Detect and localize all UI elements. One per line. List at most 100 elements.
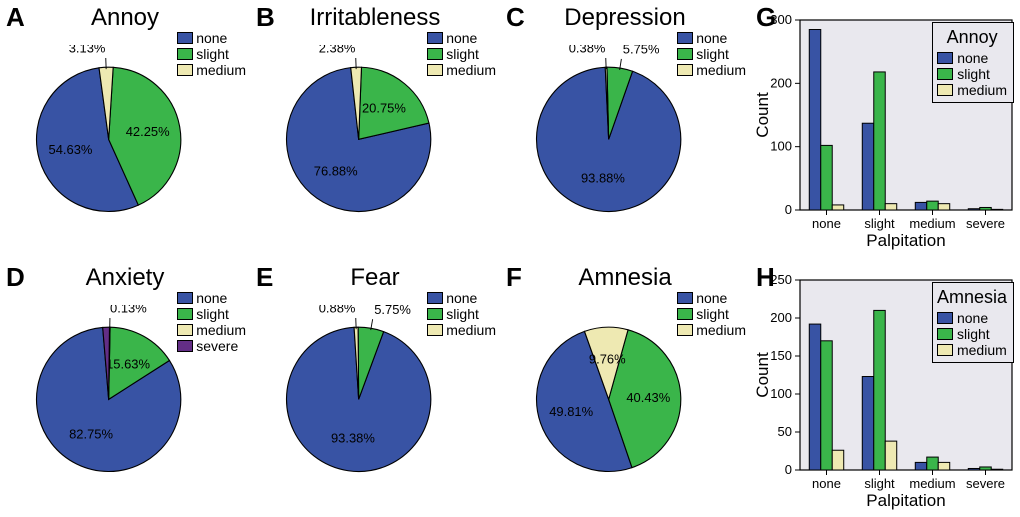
pie-panel-E: EFearnoneslightmedium93.38%5.75%0.88% <box>250 260 500 510</box>
pie-slice-label: 40.43% <box>626 390 670 405</box>
legend-item: medium <box>937 82 1007 98</box>
legend-item: slight <box>937 66 1007 82</box>
legend-item: none <box>937 310 1007 326</box>
pie-slice-label: 20.75% <box>362 100 406 115</box>
pie-title: Depression <box>500 4 750 32</box>
legend-label: medium <box>696 322 746 338</box>
pie-slice-label: 93.88% <box>581 170 625 185</box>
pie-slice-label: 15.63% <box>106 356 150 371</box>
legend-swatch <box>677 292 693 304</box>
bar-legend-title: Annoy <box>937 27 1007 48</box>
legend-label: medium <box>446 62 496 78</box>
x-tick-label: slight <box>864 476 895 491</box>
pie-slice-label: 5.75% <box>623 45 660 57</box>
legend-swatch <box>937 68 953 80</box>
legend-swatch <box>177 292 193 304</box>
legend-item: none <box>177 30 246 46</box>
x-axis-label: Palpitation <box>866 491 945 510</box>
bar <box>885 441 896 470</box>
pie-svg: 49.81%40.43%9.76% <box>518 305 703 490</box>
bar <box>980 467 991 470</box>
pie-svg: 54.63%42.25%3.13% <box>18 45 203 230</box>
legend-item: none <box>177 290 246 306</box>
legend-item: medium <box>937 342 1007 358</box>
pie-slice-label: 3.13% <box>69 45 106 55</box>
pie-slice-label: 0.88% <box>319 305 356 315</box>
y-axis-label: Count <box>753 352 772 398</box>
pie-slice-label: 93.38% <box>331 430 375 445</box>
legend-label: medium <box>446 322 496 338</box>
legend-swatch <box>937 84 953 96</box>
bar-panel-G: G0100200300CountnoneslightmediumseverePa… <box>750 0 1020 250</box>
legend-label: none <box>696 30 727 46</box>
bar <box>915 462 926 470</box>
pie-title: Anxiety <box>0 264 250 292</box>
pie-slice-label: 0.38% <box>569 45 606 55</box>
legend-label: none <box>446 30 477 46</box>
bar <box>938 204 949 210</box>
y-tick-label: 50 <box>778 424 792 439</box>
legend-swatch <box>937 328 953 340</box>
legend-item: none <box>937 50 1007 66</box>
pie-slice-label: 54.63% <box>49 142 93 157</box>
bar <box>809 324 820 470</box>
x-tick-label: medium <box>909 216 955 231</box>
legend-item: none <box>677 290 746 306</box>
bar <box>968 468 979 470</box>
bar <box>968 209 979 210</box>
pie-slice-label: 82.75% <box>69 427 113 442</box>
y-tick-label: 300 <box>770 12 792 27</box>
bar <box>832 205 843 210</box>
y-tick-label: 0 <box>785 462 792 477</box>
pie-title: Irritableness <box>250 4 500 32</box>
pie-title: Annoy <box>0 4 250 32</box>
bar <box>862 377 873 470</box>
legend-label: none <box>957 50 988 66</box>
y-axis-label: Count <box>753 92 772 138</box>
pie-slice-label: 76.88% <box>314 163 358 178</box>
legend-label: slight <box>957 326 990 342</box>
bar <box>927 457 938 470</box>
bar-panel-H: H050100150200250Countnoneslightmediumsev… <box>750 260 1020 510</box>
legend-label: medium <box>957 342 1007 358</box>
legend-label: medium <box>957 82 1007 98</box>
pie-slice-label: 5.75% <box>374 305 411 317</box>
pie-slice-label: 0.13% <box>110 305 147 315</box>
y-tick-label: 150 <box>770 348 792 363</box>
pie-svg: 76.88%20.75%2.38% <box>268 45 453 230</box>
legend-swatch <box>677 32 693 44</box>
legend-label: medium <box>196 322 246 338</box>
pie-slice-label: 9.76% <box>589 351 626 366</box>
pie-panel-A: AAnnoynoneslightmedium54.63%42.25%3.13% <box>0 0 250 250</box>
pie-panel-F: FAmnesianoneslightmedium49.81%40.43%9.76… <box>500 260 750 510</box>
bar <box>980 207 991 210</box>
bar <box>862 123 873 210</box>
bar <box>991 469 1002 470</box>
legend-label: medium <box>196 62 246 78</box>
bar <box>809 30 820 211</box>
bar-legend: Annoy noneslightmedium <box>932 22 1014 103</box>
pie-panel-B: BIrritablenessnoneslightmedium76.88%20.7… <box>250 0 500 250</box>
y-tick-label: 0 <box>785 202 792 217</box>
bar-legend: Amnesia noneslightmedium <box>932 282 1014 363</box>
legend-label: slight <box>957 66 990 82</box>
bar <box>874 72 885 210</box>
pie-title: Amnesia <box>500 264 750 292</box>
bar <box>927 201 938 210</box>
legend-swatch <box>427 292 443 304</box>
legend-label: none <box>196 290 227 306</box>
bar <box>885 204 896 210</box>
legend-label: none <box>696 290 727 306</box>
y-tick-label: 100 <box>770 386 792 401</box>
legend-item: none <box>677 30 746 46</box>
legend-item: none <box>427 30 496 46</box>
bar <box>874 310 885 470</box>
y-tick-label: 200 <box>770 310 792 325</box>
legend-swatch <box>427 32 443 44</box>
y-tick-label: 200 <box>770 75 792 90</box>
bar <box>938 462 949 470</box>
bar <box>821 341 832 470</box>
legend-swatch <box>937 312 953 324</box>
bar <box>991 209 1002 210</box>
bar-legend-title: Amnesia <box>937 287 1007 308</box>
